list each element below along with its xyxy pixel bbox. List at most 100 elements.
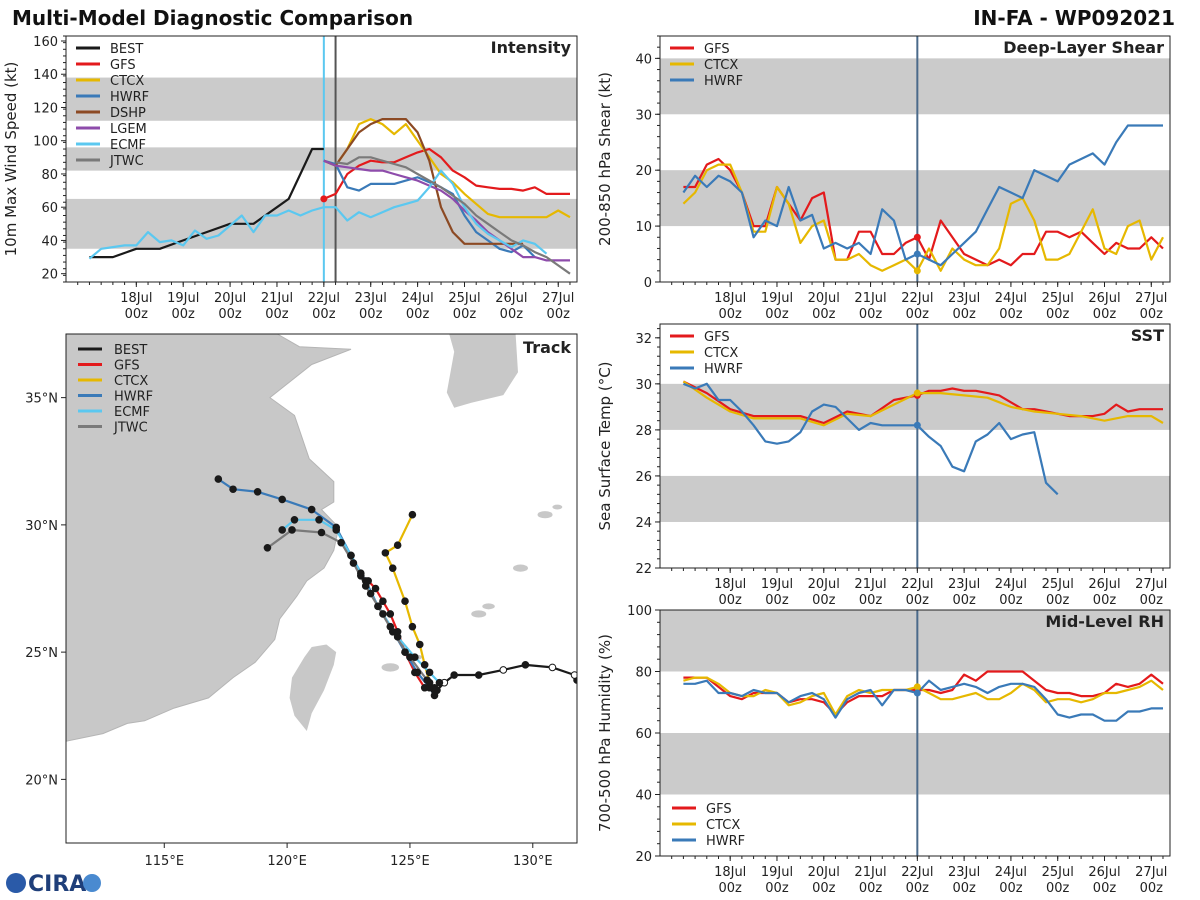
- y-tick-label: 40: [41, 234, 58, 249]
- x-tick-label: 18Jul: [120, 291, 152, 306]
- track-point-hwrf: [229, 485, 237, 494]
- analysis-point-hwrf: [913, 689, 921, 697]
- legend-label-ctcx: CTCX: [706, 818, 740, 833]
- x-tick-sublabel: 00z: [999, 881, 1023, 896]
- track-line-gfs: [360, 574, 435, 692]
- y-tick-label: 24: [635, 516, 652, 531]
- analysis-point-ctcx: [913, 267, 921, 275]
- y-tick-label: 120: [33, 101, 58, 116]
- x-tick-label: 20Jul: [808, 291, 840, 306]
- x-tick-label: 24Jul: [401, 291, 433, 306]
- land-island: [471, 610, 487, 618]
- track-point-ecmf: [366, 589, 375, 598]
- x-tick-label: 25Jul: [1042, 577, 1074, 592]
- x-tick-sublabel: 00z: [1140, 307, 1164, 322]
- x-tick-sublabel: 00z: [765, 881, 789, 896]
- x-tick-sublabel: 00z: [1093, 593, 1117, 608]
- x-tick-label: 21Jul: [261, 291, 293, 306]
- legend-label-ecmf: ECMF: [114, 405, 150, 420]
- series-line-gfs: [323, 147, 570, 200]
- land-korea: [417, 334, 518, 408]
- series-line-gfs: [683, 670, 1164, 716]
- lon-label: 115°E: [145, 854, 185, 869]
- emblem-icon: [83, 874, 101, 892]
- series-line-hwrf: [683, 679, 1163, 722]
- track-point-jtwc: [263, 543, 272, 552]
- x-tick-label: 18Jul: [714, 291, 746, 306]
- track-point-jtwc: [317, 528, 326, 537]
- rh-panel: 2040608010018Jul00z19Jul00z20Jul00z21Jul…: [596, 604, 1171, 896]
- x-tick-sublabel: 00z: [906, 593, 930, 608]
- y-tick-label: 40: [635, 789, 652, 804]
- analysis-point-gfs: [320, 195, 328, 203]
- series-line-ctcx: [682, 163, 1164, 272]
- land-island: [537, 511, 553, 519]
- legend-label-gfs: GFS: [704, 330, 730, 345]
- track-point-jtwc: [374, 602, 382, 611]
- series-line-ctcx: [682, 380, 1164, 427]
- track-point-jtwc: [430, 683, 439, 692]
- x-tick-sublabel: 00z: [859, 881, 883, 896]
- series-line-hwrf: [682, 382, 1059, 496]
- x-tick-sublabel: 00z: [812, 881, 836, 896]
- x-tick-label: 25Jul: [1042, 291, 1074, 306]
- x-tick-sublabel: 00z: [952, 593, 976, 608]
- track-point-ctcx: [420, 661, 429, 669]
- y-tick-label: 60: [41, 201, 58, 216]
- track-point-gfs: [371, 584, 380, 593]
- legend-label-hwrf: HWRF: [110, 90, 149, 105]
- series-group: [88, 117, 571, 275]
- shaded-band: [66, 147, 577, 171]
- legend-label-hwrf: HWRF: [114, 390, 153, 405]
- x-tick-sublabel: 00z: [312, 307, 336, 322]
- shaded-band: [660, 475, 1170, 522]
- legend-label-ctcx: CTCX: [110, 74, 144, 89]
- legend-label-lgem: LGEM: [110, 122, 147, 137]
- series-group: [682, 380, 1164, 496]
- x-tick-sublabel: 00z: [218, 307, 242, 322]
- track-point-hwrf: [253, 487, 262, 496]
- land-island: [512, 564, 528, 572]
- panel-title: SST: [1131, 326, 1164, 345]
- x-tick-sublabel: 00z: [1046, 881, 1070, 896]
- track-point-gfs: [379, 597, 387, 606]
- track-point-best: [450, 671, 458, 679]
- shaded-band: [660, 610, 1170, 672]
- legend-label-ctcx: CTCX: [114, 374, 148, 389]
- x-tick-label: 27Jul: [1135, 577, 1167, 592]
- x-tick-sublabel: 00z: [453, 307, 477, 322]
- shear-panel: 01020304018Jul00z19Jul00z20Jul00z21Jul00…: [596, 35, 1171, 322]
- y-tick-label: 80: [635, 666, 652, 681]
- track-point-ctcx: [401, 597, 409, 606]
- x-tick-sublabel: 00z: [952, 881, 976, 896]
- legend-label-gfs: GFS: [706, 802, 732, 817]
- intensity-panel: 2040608010012014016018Jul00z19Jul00z20Ju…: [2, 35, 578, 322]
- y-tick-label: 140: [33, 68, 58, 83]
- legend-label-hwrf: HWRF: [706, 834, 745, 849]
- track-point-hwrf: [401, 648, 409, 656]
- y-tick-label: 32: [635, 332, 652, 347]
- track-point-jtwc: [388, 627, 397, 636]
- y-tick-label: 0: [644, 276, 652, 291]
- x-tick-label: 24Jul: [995, 865, 1027, 880]
- x-tick-sublabel: 00z: [547, 307, 571, 322]
- y-tick-label: 20: [635, 850, 652, 865]
- y-tick-label: 20: [41, 268, 58, 283]
- analysis-point-ctcx: [913, 389, 921, 397]
- x-tick-label: 23Jul: [948, 865, 980, 880]
- x-tick-label: 27Jul: [1135, 291, 1167, 306]
- x-tick-sublabel: 00z: [859, 307, 883, 322]
- y-tick-label: 30: [635, 108, 652, 123]
- track-point-best: [548, 663, 557, 672]
- legend-label-jtwc: JTWC: [113, 421, 148, 436]
- track-point-ctcx: [388, 564, 397, 572]
- y-tick-label: 22: [635, 562, 652, 577]
- series-line-jtwc: [335, 156, 571, 275]
- x-tick-sublabel: 00z: [1140, 593, 1164, 608]
- panel-title: Intensity: [491, 38, 572, 57]
- x-tick-label: 24Jul: [995, 291, 1027, 306]
